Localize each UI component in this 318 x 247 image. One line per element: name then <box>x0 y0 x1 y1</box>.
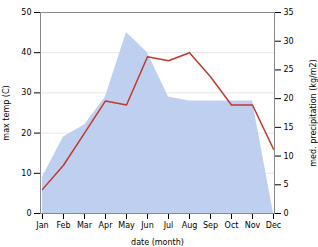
svg-text:40: 40 <box>21 48 31 57</box>
svg-text:10: 10 <box>21 169 31 178</box>
svg-text:Aug: Aug <box>182 221 198 230</box>
svg-text:5: 5 <box>284 180 289 189</box>
svg-text:20: 20 <box>21 129 31 138</box>
svg-text:May: May <box>118 221 135 230</box>
svg-text:med. precipitation (kg/m2): med. precipitation (kg/m2) <box>309 59 318 166</box>
svg-text:15: 15 <box>284 123 294 132</box>
svg-text:Jun: Jun <box>140 221 154 230</box>
svg-text:30: 30 <box>284 37 294 46</box>
svg-text:Feb: Feb <box>56 221 70 230</box>
svg-text:Dec: Dec <box>266 221 281 230</box>
svg-text:Nov: Nov <box>245 221 261 230</box>
svg-text:Mar: Mar <box>77 221 93 230</box>
svg-text:Oct: Oct <box>225 221 239 230</box>
svg-text:Jul: Jul <box>163 221 174 230</box>
svg-text:Jan: Jan <box>35 221 48 230</box>
svg-text:0: 0 <box>26 209 31 218</box>
svg-text:0: 0 <box>284 209 289 218</box>
svg-text:Sep: Sep <box>203 221 218 230</box>
svg-text:30: 30 <box>21 88 31 97</box>
svg-text:Apr: Apr <box>99 221 114 230</box>
svg-text:date (month): date (month) <box>131 238 184 247</box>
svg-text:50: 50 <box>21 8 31 17</box>
svg-text:35: 35 <box>284 8 294 17</box>
svg-text:10: 10 <box>284 152 294 161</box>
svg-text:25: 25 <box>284 65 294 74</box>
svg-text:20: 20 <box>284 94 294 103</box>
svg-text:max temp (C): max temp (C) <box>2 85 11 140</box>
